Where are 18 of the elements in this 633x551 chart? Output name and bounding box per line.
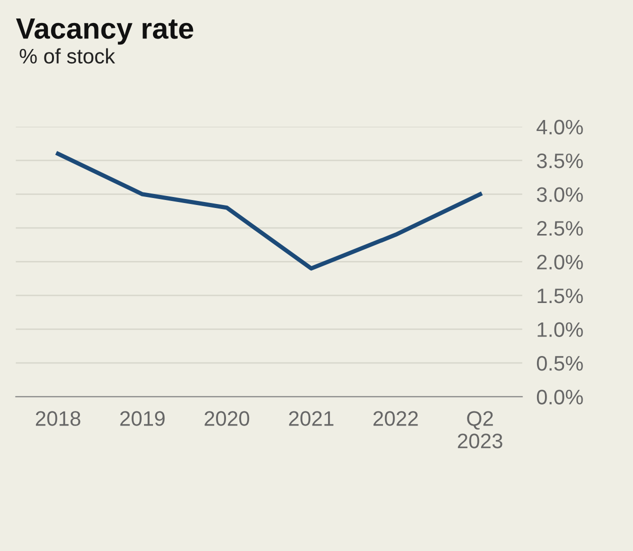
y-tick-label: 3.0%	[536, 187, 583, 202]
y-tick-label: 1.0%	[538, 322, 583, 337]
chart-subtitle: % of stock	[20, 48, 116, 64]
x-tick-label: 2018	[36, 411, 80, 426]
y-tick-label: 2.0%	[537, 254, 583, 270]
y-tick-label: 4.0%	[536, 120, 583, 134]
y-tick-label: 0.5%	[536, 356, 583, 371]
y-tick-label: 2.5%	[537, 220, 583, 236]
y-tick-label: 3.5%	[536, 153, 583, 168]
x-tick-label: Q2 2023	[458, 411, 502, 448]
y-tick-label: 0.0%	[536, 390, 583, 404]
y-tick-label: 1.5%	[538, 288, 583, 304]
x-tick-label: 2021	[289, 411, 334, 426]
chart-title: Vacancy rate	[16, 18, 194, 45]
x-tick-label: 2022	[374, 411, 418, 426]
x-tick-label: 2020	[204, 411, 250, 426]
x-tick-label: 2019	[120, 411, 165, 426]
line-series	[56, 152, 482, 271]
